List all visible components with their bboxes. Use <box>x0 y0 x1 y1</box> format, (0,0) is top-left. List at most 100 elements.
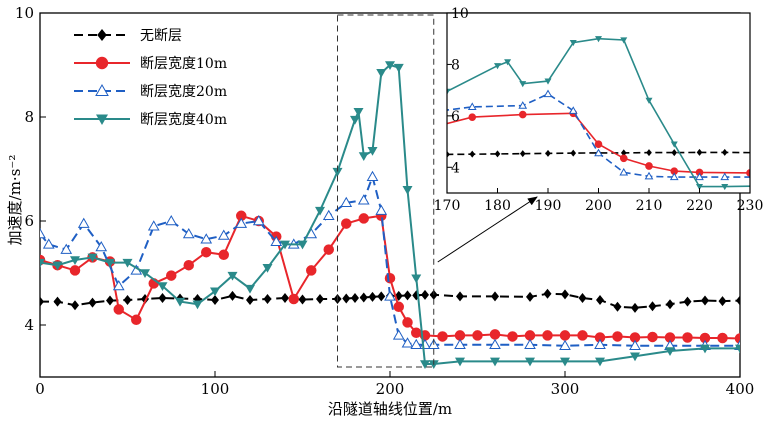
data-point <box>735 344 740 354</box>
x-tick-label: 400 <box>726 380 755 398</box>
data-point <box>40 227 46 239</box>
x-tick-label: 200 <box>376 380 405 398</box>
data-point <box>157 282 168 291</box>
series-diamond <box>447 148 750 158</box>
data-point <box>594 140 603 148</box>
data-point <box>359 292 368 303</box>
data-point <box>612 331 623 342</box>
data-point <box>594 148 603 157</box>
data-point <box>568 106 578 114</box>
data-point <box>648 301 657 312</box>
data-point <box>631 302 639 313</box>
data-point <box>666 299 674 310</box>
data-point <box>69 265 81 276</box>
x-axis-title: 沿隧道轴线位置/m <box>328 400 452 418</box>
data-point <box>596 295 604 306</box>
data-point <box>166 270 177 281</box>
data-point <box>720 172 730 181</box>
data-point <box>595 357 605 367</box>
data-point <box>494 150 501 158</box>
zoom-box <box>337 14 435 368</box>
data-point <box>358 213 369 224</box>
data-point <box>526 291 534 302</box>
data-point <box>411 327 422 339</box>
data-point <box>358 152 369 161</box>
data-point <box>377 291 386 302</box>
series-triangle-down <box>40 61 740 369</box>
data-point <box>200 233 213 244</box>
data-point <box>578 292 587 303</box>
data-point <box>671 149 678 157</box>
series-circle <box>447 109 750 177</box>
data-point <box>403 290 412 301</box>
data-point <box>42 238 55 249</box>
data-point <box>447 150 450 158</box>
data-point <box>351 292 359 303</box>
data-point <box>524 330 536 341</box>
data-point <box>559 339 571 351</box>
data-point <box>245 284 255 294</box>
data-point <box>620 149 627 157</box>
data-point <box>96 114 108 125</box>
data-point <box>288 293 299 305</box>
zoom-arrow <box>437 196 538 263</box>
series-line <box>447 112 750 174</box>
inset-y-tick-label: 8 <box>451 57 460 73</box>
data-point <box>297 240 308 250</box>
legend-item: 断层宽度10m <box>74 55 227 72</box>
data-point <box>246 295 254 306</box>
inset-y-tick-label: 4 <box>451 160 460 176</box>
data-point <box>402 317 413 328</box>
data-point <box>559 330 571 341</box>
data-point <box>401 337 414 348</box>
data-point <box>670 141 678 148</box>
data-point <box>594 338 606 350</box>
data-point <box>467 102 477 110</box>
data-point <box>468 113 477 121</box>
data-point <box>645 97 653 104</box>
data-point <box>122 258 133 268</box>
data-point <box>629 339 641 351</box>
legend-label: 断层宽度10m <box>140 55 227 72</box>
data-point <box>454 338 466 350</box>
data-point <box>717 332 728 344</box>
y-tick-label: 8 <box>24 108 34 126</box>
series-line <box>40 63 740 365</box>
inset-y-tick-label: 10 <box>451 6 469 22</box>
data-point <box>95 240 108 252</box>
inset-background <box>447 13 750 193</box>
data-point <box>342 293 351 304</box>
data-point <box>665 347 675 356</box>
data-point <box>366 170 379 182</box>
data-point <box>669 172 679 181</box>
data-point <box>201 246 212 258</box>
main-series <box>40 61 740 369</box>
data-point <box>437 331 448 342</box>
series-line <box>447 37 750 188</box>
data-point <box>736 295 740 306</box>
data-point <box>376 69 387 78</box>
data-point <box>262 264 273 273</box>
data-point <box>429 289 438 300</box>
legend-item: 无断层 <box>74 28 182 44</box>
data-point <box>210 287 220 297</box>
data-point <box>316 294 324 304</box>
series-triangle-open <box>447 89 750 181</box>
legend-label: 断层宽度40m <box>140 111 227 128</box>
zoom-indicator <box>337 14 538 368</box>
data-point <box>392 329 405 340</box>
x-tick-label: 100 <box>201 380 230 398</box>
x-tick-label: 0 <box>35 380 45 398</box>
data-point <box>375 204 388 215</box>
data-point <box>646 149 652 157</box>
y-tick-label: 4 <box>24 316 34 334</box>
inset-x-tick-label: 210 <box>636 198 663 214</box>
data-point <box>53 296 62 307</box>
data-point <box>165 214 178 226</box>
data-point <box>350 115 360 125</box>
data-point <box>721 148 728 156</box>
inset-series <box>447 36 750 191</box>
data-point <box>52 261 63 271</box>
data-point <box>175 297 185 307</box>
data-point <box>97 29 107 41</box>
